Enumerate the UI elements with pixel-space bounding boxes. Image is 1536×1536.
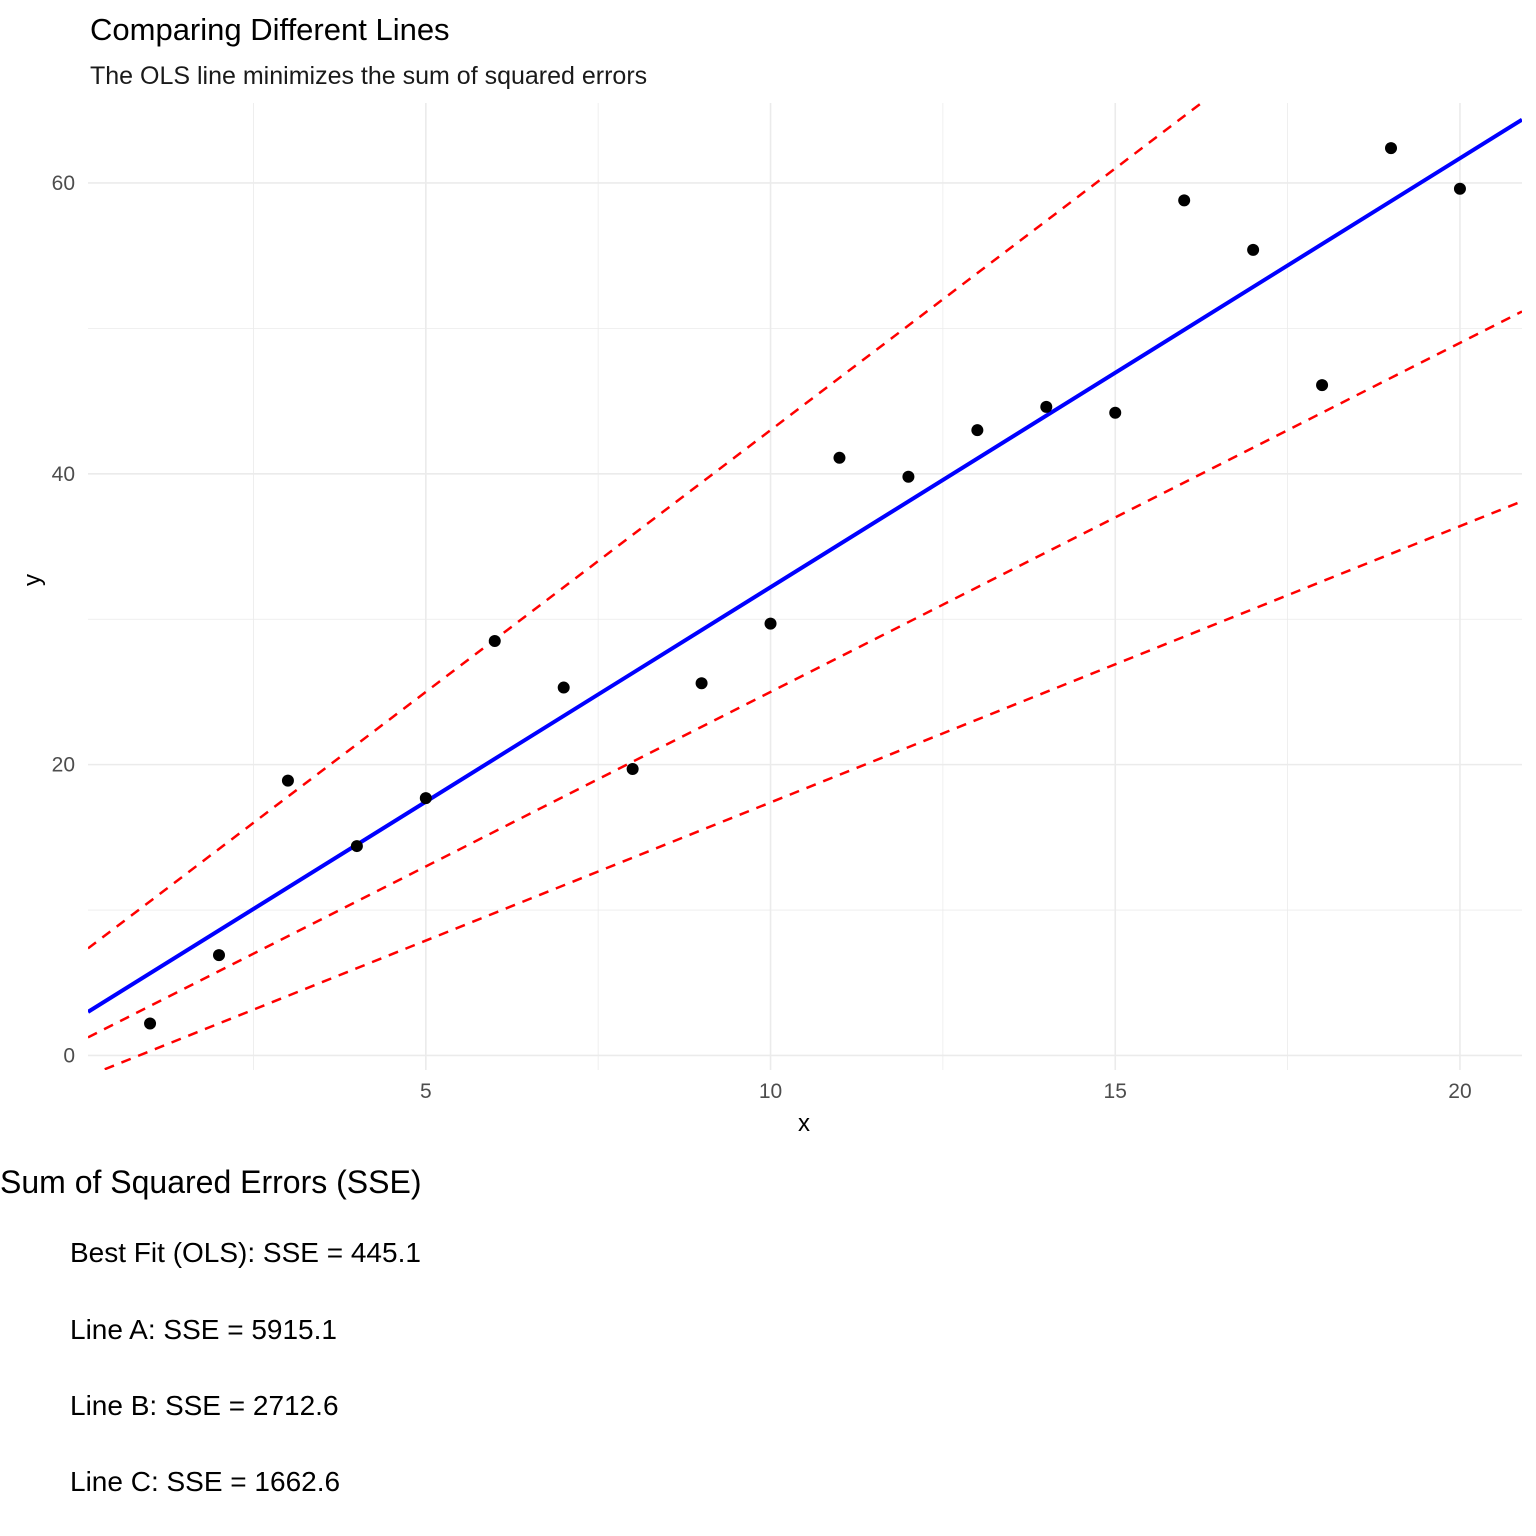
sse-item-line-a: Line A: SSE = 5915.1: [70, 1314, 337, 1345]
data-point: [764, 617, 777, 630]
y-tick-label: 40: [52, 463, 75, 486]
data-point: [1385, 142, 1398, 155]
chart-subtitle: The OLS line minimizes the sum of square…: [90, 62, 647, 90]
data-point: [350, 840, 363, 853]
data-point: [1316, 379, 1329, 392]
chart-title: Comparing Different Lines: [90, 12, 450, 47]
chart: Comparing Different Lines The OLS line m…: [19, 12, 1522, 1137]
x-tick-label: 15: [1104, 1080, 1127, 1103]
data-point: [557, 681, 570, 694]
sse-item-ols: Best Fit (OLS): SSE = 445.1: [70, 1237, 421, 1268]
data-point: [488, 635, 501, 648]
data-point: [833, 451, 846, 464]
y-tick-label: 0: [63, 1044, 75, 1067]
x-tick-label: 20: [1448, 1080, 1471, 1103]
data-point: [1178, 194, 1191, 207]
data-point: [902, 470, 915, 483]
data-point: [1109, 406, 1122, 419]
grid: [88, 103, 1522, 1070]
sse-item-line-b: Line B: SSE = 2712.6: [70, 1390, 339, 1421]
y-tick-label: 60: [52, 172, 75, 195]
x-tick-label: 10: [759, 1080, 782, 1103]
y-axis-label: y: [19, 574, 46, 586]
data-point: [695, 677, 708, 690]
data-points: [144, 142, 1466, 1030]
line-b: [88, 310, 1522, 1039]
x-tick-label: 5: [420, 1080, 432, 1103]
fitted-lines: [88, 103, 1522, 1070]
data-point: [1040, 400, 1053, 413]
ols-line: [88, 117, 1522, 1014]
sse-panel: Sum of Squared Errors (SSE) Best Fit (OL…: [0, 1156, 1536, 1497]
data-point: [144, 1017, 157, 1030]
x-axis-label: x: [798, 1110, 810, 1137]
line-c: [99, 500, 1522, 1070]
data-point: [971, 424, 984, 437]
data-point: [281, 774, 294, 787]
data-point: [1247, 243, 1260, 256]
data-point: [212, 949, 225, 962]
y-tick-label: 20: [52, 754, 75, 777]
data-point: [626, 762, 639, 775]
sse-item-line-c: Line C: SSE = 1662.6: [70, 1466, 341, 1497]
data-point: [419, 792, 432, 805]
sse-heading: Sum of Squared Errors (SSE): [0, 1164, 422, 1200]
data-point: [1453, 182, 1466, 195]
line-a: [88, 103, 1204, 950]
tick-labels: 5 10 15 20 0 20 40 60: [52, 172, 1472, 1103]
